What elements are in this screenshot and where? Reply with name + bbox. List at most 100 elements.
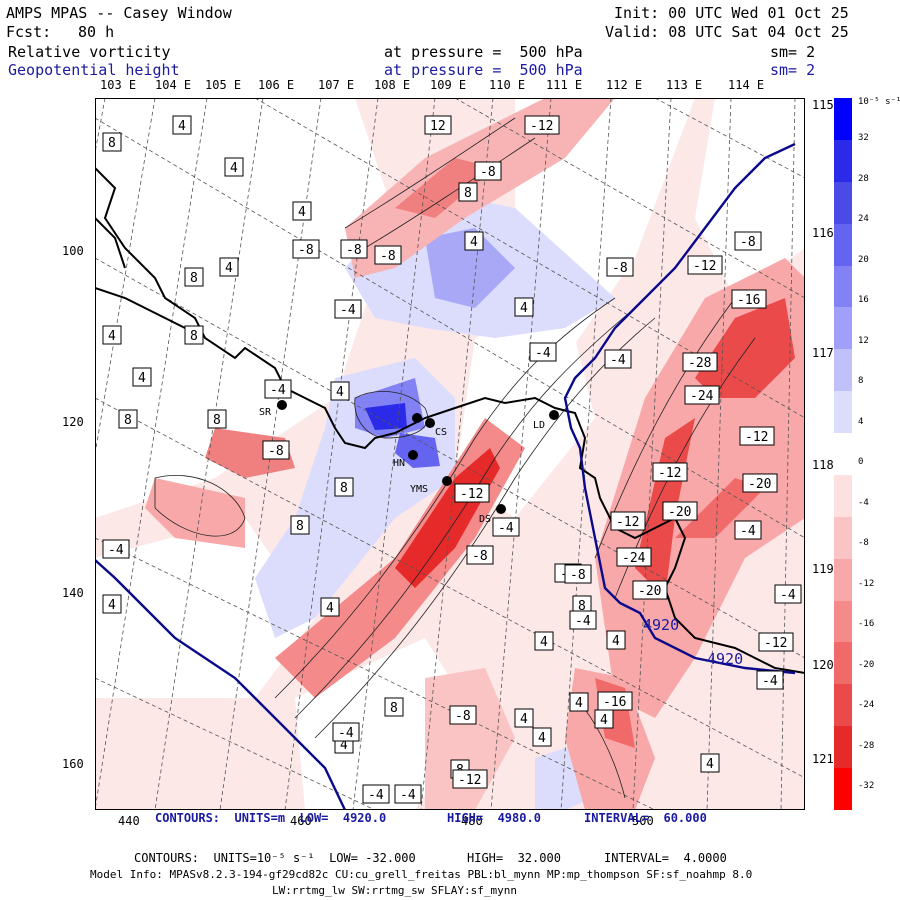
station-hn-marker xyxy=(408,450,418,460)
height-contour-info: CONTOURS: UNITS=m LOW= 4920.0 xyxy=(155,811,387,825)
x-tick: 480 xyxy=(461,814,483,828)
contour-label-box xyxy=(132,367,152,387)
model-info-physics: LW:rrtmg_lw SW:rrtmg_sw SFLAY:sf_mynn xyxy=(272,884,518,897)
contour-label: -8 xyxy=(380,249,396,264)
field1-smoothing: sm= 2 xyxy=(770,43,816,61)
contour-label: 4 xyxy=(336,385,344,400)
contour-label: 4 xyxy=(340,738,348,753)
colorbar-label: -8 xyxy=(858,538,869,548)
contour-label: 8 xyxy=(578,599,586,614)
lon-label: 113 E xyxy=(666,78,703,92)
contour-label-box xyxy=(362,784,390,804)
contour-label-box xyxy=(464,231,484,251)
contour-label: -16 xyxy=(603,695,626,710)
contour-label: 8 xyxy=(190,329,198,344)
colorbar-swatch xyxy=(834,349,852,392)
contour-label-box xyxy=(224,157,244,177)
contour-label-box xyxy=(454,483,490,503)
neutral-region xyxy=(95,98,395,518)
contour-label: -4 xyxy=(780,588,796,603)
contour-label-box xyxy=(184,267,204,287)
height-contour-interval: INTERVAL= 60.000 xyxy=(584,811,707,825)
contour-label: 12 xyxy=(430,119,446,134)
colorbar-label: -4 xyxy=(858,497,869,508)
contour-label-box xyxy=(524,115,560,135)
contour-label-box xyxy=(207,409,227,429)
contour-label-box xyxy=(102,132,122,152)
contour-label-box xyxy=(184,325,204,345)
colorbar-label: 24 xyxy=(858,214,869,224)
contour-label-box xyxy=(569,610,597,630)
contour-label: -4 xyxy=(270,383,286,398)
field1-level: at pressure = 500 hPa xyxy=(384,43,583,61)
contour-label: -4 xyxy=(400,788,416,803)
colorbar-label: 12 xyxy=(858,335,869,346)
contour-label: -8 xyxy=(570,568,586,583)
y-tick: 120 xyxy=(62,415,84,429)
contour-label: 4 xyxy=(470,235,478,250)
colorbar-swatch xyxy=(834,684,852,727)
contour-label: -8 xyxy=(346,243,362,258)
contour-label-box xyxy=(514,708,534,728)
contour-label-box xyxy=(758,632,794,652)
contour-label-box xyxy=(606,257,634,277)
station-labels: SR CS HN YMS LD DS xyxy=(259,407,545,525)
contour-label: -4 xyxy=(740,524,756,539)
contour-label-box xyxy=(320,597,340,617)
model-info: Model Info: MPASv8.2.3-194-gf29cd82c CU:… xyxy=(90,868,753,881)
contour-label: -28 xyxy=(688,356,711,371)
contour-label: 8 xyxy=(390,701,398,716)
y-tick: 160 xyxy=(62,757,84,771)
contour-label: -12 xyxy=(458,773,481,788)
contour-label-box xyxy=(492,517,520,537)
y-tick: 140 xyxy=(62,586,84,600)
contour-label: 4 xyxy=(108,329,116,344)
contour-label: -12 xyxy=(616,515,639,530)
contour-label: 4 xyxy=(520,301,528,316)
contour-label-box xyxy=(684,385,720,405)
station-markers xyxy=(277,400,559,514)
contour-label: -4 xyxy=(368,788,384,803)
forecast-hours: 80 h xyxy=(78,23,115,41)
colorbar-swatch xyxy=(834,558,852,602)
colorbar-label: -28 xyxy=(858,740,875,751)
contour-label: -8 xyxy=(268,444,284,459)
contour-label: 4 xyxy=(230,161,238,176)
contour-label: 4 xyxy=(520,712,528,727)
colorbar-label: 28 xyxy=(858,173,869,184)
field2-smoothing: sm= 2 xyxy=(770,61,816,79)
station-label: HN xyxy=(393,458,405,469)
contour-label: -24 xyxy=(690,389,714,404)
contour-label: -12 xyxy=(658,466,681,481)
contour-label: 4 xyxy=(225,261,233,276)
vorticity-colorbar xyxy=(834,98,852,811)
contour-label: 4 xyxy=(600,713,608,728)
forecast-label: Fcst: xyxy=(6,23,52,41)
contour-label: 8 xyxy=(340,481,348,496)
contour-label-box xyxy=(394,784,422,804)
neutral-region xyxy=(695,98,805,298)
valid-time: Valid: 08 UTC Sat 04 Oct 25 xyxy=(605,23,849,41)
vorticity-contour-interval: INTERVAL= 4.0000 xyxy=(604,851,727,865)
lon-label: 104 E xyxy=(155,78,192,92)
contour-label-box xyxy=(452,769,488,789)
contour-label-box xyxy=(734,520,762,540)
contour-label-box xyxy=(682,352,718,372)
colorbar-swatch xyxy=(834,307,852,350)
contour-label: 8 xyxy=(108,136,116,151)
station-label: LD xyxy=(533,420,545,431)
contour-label-box xyxy=(474,161,502,181)
contour-label-box xyxy=(756,670,784,690)
station-label: DS xyxy=(479,514,491,525)
contour-label-box xyxy=(264,379,292,399)
contour-label-box xyxy=(652,462,688,482)
colorbar-swatch xyxy=(834,223,852,267)
colorbar-swatch xyxy=(834,474,852,518)
lon-label: 114 E xyxy=(728,78,765,92)
contour-label: 4 xyxy=(178,119,186,134)
contour-label-box xyxy=(449,705,477,725)
contour-label-box xyxy=(534,631,554,651)
contour-label-box xyxy=(610,511,646,531)
colorbar-swatch xyxy=(834,642,852,685)
